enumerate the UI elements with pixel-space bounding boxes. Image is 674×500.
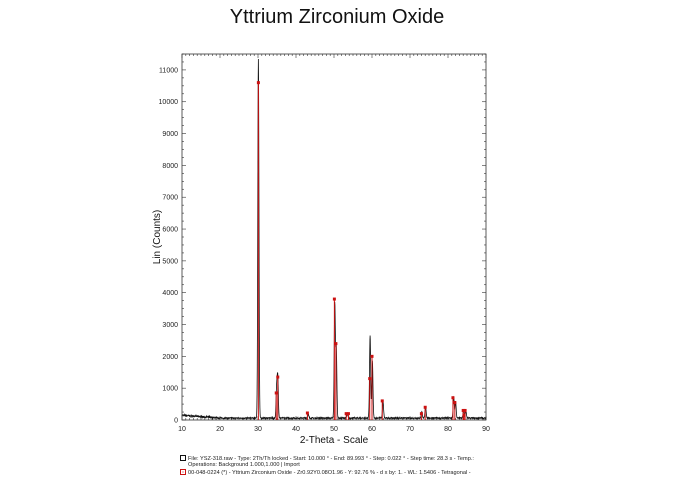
reference-marker [419,412,423,416]
y-tick-label: 8000 [162,163,178,170]
reference-marker [332,297,336,301]
y-tick-label: 9000 [162,131,178,138]
reference-marker [423,405,427,409]
y-tick-label: 0 [174,418,178,425]
reference-marker [256,81,260,85]
series-group [181,58,487,421]
reference-marker [463,408,467,412]
legend-raw-label-line2: Operations: Background 1.000,1.000 | Imp… [188,462,300,468]
raw-data-swatch [180,455,186,461]
reference-marker [276,375,280,379]
reference-marker [274,391,278,395]
x-tick-label: 70 [406,426,414,433]
legend-raw-data-line2: Operations: Background 1.000,1.000 | Imp… [180,462,518,470]
x-tick-label: 80 [444,426,452,433]
x-tick-label: 40 [292,426,300,433]
reference-marker [462,413,466,417]
x-tick-label: 10 [178,426,186,433]
legend-raw-label: File: YSZ-318.raw - Type: 2Th/Th locked … [188,456,474,462]
y-tick-label: 10000 [159,99,179,106]
reference-marker [368,377,372,381]
axis-ticks: 10 20 30 40 50 60 70 80 90 0 1000 2000 3000 4000 5000 6… [159,53,490,433]
y-axis-title: Lin (Counts) [152,210,163,264]
x-tick-label: 50 [330,426,338,433]
y-tick-label: 4000 [162,290,178,297]
x-tick-label: 90 [482,426,490,433]
x-tick-label: 30 [254,426,262,433]
legend-raw-data: File: YSZ-318.raw - Type: 2Th/Th locked … [180,455,510,464]
reference-marker [451,396,455,400]
y-tick-label: 1000 [162,386,178,393]
y-tick-label: 11000 [159,67,178,74]
reference-marker [305,411,309,415]
x-axis-title: 2-Theta - Scale [300,435,369,446]
reference-marker [370,354,374,358]
y-tick-label: 6000 [162,227,178,234]
reference-swatch [180,469,186,475]
y-tick-label: 2000 [162,354,178,361]
reference-marker [461,408,465,412]
legend-reference-label: 00-048-0224 (*) - Yttrium Zirconium Oxid… [188,470,471,476]
x-tick-label: 60 [368,426,376,433]
reference-marker [380,399,384,403]
reference-marker [334,342,338,346]
reference-marker [346,412,350,416]
y-tick-label: 5000 [162,258,178,265]
legend-reference: 00-048-0224 (*) - Yttrium Zirconium Oxid… [180,469,510,478]
y-tick-label: 7000 [162,195,178,202]
reference-marker [344,412,348,416]
page-title: Yttrium Zirconium Oxide [229,6,445,28]
y-tick-label: 3000 [162,322,178,329]
x-tick-label: 20 [216,426,224,433]
reference-marker [453,400,457,404]
